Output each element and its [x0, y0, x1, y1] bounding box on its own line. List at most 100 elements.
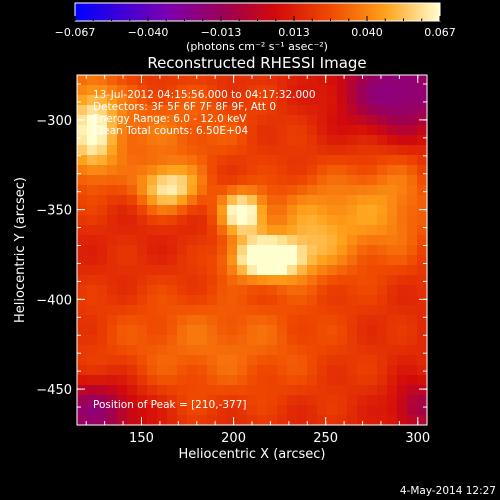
heatmap-pixel [217, 165, 228, 176]
heatmap-pixel [317, 155, 328, 166]
heatmap-pixel [357, 195, 368, 206]
heatmap-pixel [187, 195, 198, 206]
heatmap-pixel [117, 335, 128, 346]
heatmap-pixel [207, 355, 218, 366]
heatmap-pixel [337, 155, 348, 166]
heatmap-pixel [177, 145, 188, 156]
heatmap-pixel [397, 395, 408, 406]
heatmap-pixel [107, 405, 118, 416]
heatmap-pixel [127, 85, 138, 96]
heatmap-pixel [317, 215, 328, 226]
heatmap-pixel [347, 395, 358, 406]
heatmap-pixel [197, 205, 208, 216]
heatmap-pixel [297, 325, 308, 336]
heatmap-pixel [387, 325, 398, 336]
heatmap-pixel [387, 115, 398, 126]
heatmap-pixel [147, 235, 158, 246]
heatmap-pixel [387, 415, 398, 426]
heatmap-pixel [247, 145, 258, 156]
heatmap-pixel [397, 375, 408, 386]
heatmap-pixel [377, 345, 388, 356]
heatmap-pixel [407, 265, 418, 276]
heatmap-pixel [307, 375, 318, 386]
heatmap-pixel [127, 365, 138, 376]
heatmap-pixel [337, 415, 348, 426]
heatmap-pixel [217, 115, 228, 126]
heatmap-pixel [327, 295, 338, 306]
heatmap-pixel [357, 105, 368, 116]
heatmap-pixel [387, 75, 398, 86]
heatmap-pixel [167, 375, 178, 386]
heatmap-pixel [417, 75, 428, 86]
heatmap-pixel [267, 375, 278, 386]
heatmap-pixel [357, 245, 368, 256]
heatmap-pixel [417, 245, 428, 256]
heatmap-pixel [117, 275, 128, 286]
heatmap-pixel [347, 215, 358, 226]
heatmap-pixel [377, 415, 388, 426]
heatmap-pixel [237, 295, 248, 306]
heatmap-pixel [307, 365, 318, 376]
heatmap-pixel [387, 145, 398, 156]
heatmap-pixel [287, 245, 298, 256]
heatmap-pixel [387, 225, 398, 236]
heatmap-pixel [367, 145, 378, 156]
heatmap-pixel [97, 255, 108, 266]
heatmap-pixel [127, 385, 138, 396]
heatmap-pixel [387, 255, 398, 266]
heatmap-pixel [87, 385, 98, 396]
heatmap-pixel [367, 275, 378, 286]
heatmap-pixel [317, 395, 328, 406]
heatmap-pixel [267, 365, 278, 376]
heatmap-pixel [297, 75, 308, 86]
heatmap-pixel [77, 245, 88, 256]
heatmap-pixel [387, 305, 398, 316]
heatmap-pixel [357, 305, 368, 316]
heatmap-pixel [147, 385, 158, 396]
heatmap-pixel [97, 225, 108, 236]
heatmap-pixel [177, 295, 188, 306]
heatmap-pixel [177, 415, 188, 426]
heatmap-pixel [277, 395, 288, 406]
heatmap-pixel [317, 95, 328, 106]
heatmap-pixel [257, 95, 268, 106]
heatmap-pixel [117, 225, 128, 236]
heatmap-pixel [307, 205, 318, 216]
heatmap-pixel [237, 245, 248, 256]
heatmap-pixel [277, 155, 288, 166]
heatmap-pixel [287, 235, 298, 246]
heatmap-pixel [277, 315, 288, 326]
heatmap-pixel [217, 265, 228, 276]
heatmap-pixel [287, 135, 298, 146]
heatmap-pixel [97, 95, 108, 106]
heatmap-pixel [137, 235, 148, 246]
heatmap-pixel [117, 295, 128, 306]
heatmap-pixel [397, 145, 408, 156]
heatmap-pixel [107, 365, 118, 376]
heatmap-pixel [407, 105, 418, 116]
heatmap-pixel [87, 255, 98, 266]
heatmap-pixel [267, 155, 278, 166]
heatmap-pixel [347, 305, 358, 316]
heatmap-pixel [207, 145, 218, 156]
heatmap-pixel [157, 405, 168, 416]
heatmap-pixel [297, 335, 308, 346]
heatmap-pixel [337, 165, 348, 176]
heatmap-pixel [357, 135, 368, 146]
heatmap-pixel [167, 155, 178, 166]
heatmap-pixel [117, 145, 128, 156]
heatmap-pixel [287, 415, 298, 426]
y-tick-label: −400 [36, 293, 72, 308]
heatmap-pixel [347, 105, 358, 116]
heatmap-pixel [327, 245, 338, 256]
heatmap-pixel [407, 225, 418, 236]
heatmap-pixel [127, 165, 138, 176]
heatmap-pixel [417, 175, 428, 186]
colorbar-tick-label: −0.067 [55, 26, 96, 39]
heatmap-pixel [217, 305, 228, 316]
heatmap-pixel [127, 145, 138, 156]
heatmap-pixel [227, 285, 238, 296]
heatmap-pixel [127, 175, 138, 186]
heatmap-pixel [317, 85, 328, 96]
heatmap-pixel [237, 395, 248, 406]
